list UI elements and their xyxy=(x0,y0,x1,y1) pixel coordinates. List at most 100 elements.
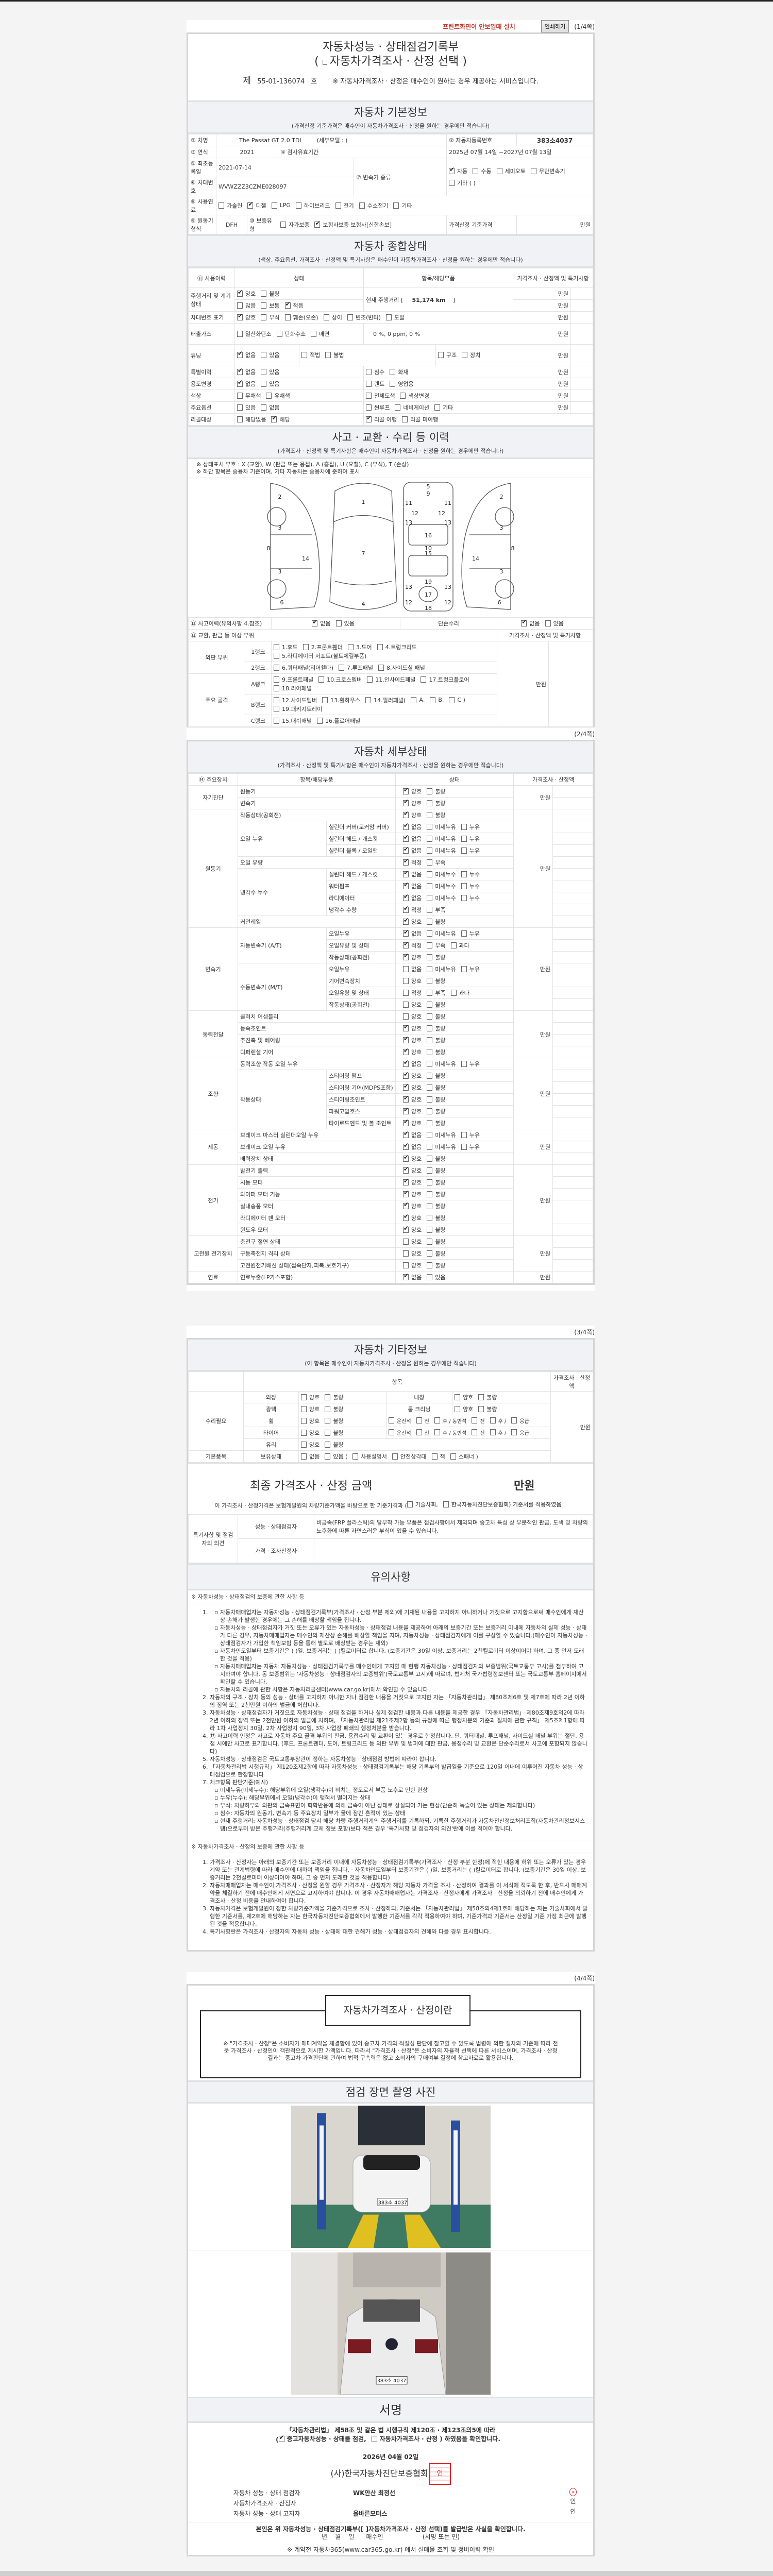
checkbox-checked[interactable] xyxy=(237,289,243,297)
checkbox-option[interactable]: 미세누유 xyxy=(427,846,456,855)
checkbox-unchecked[interactable] xyxy=(455,1394,460,1400)
checkbox-option[interactable]: 기타 xyxy=(434,403,453,412)
checkbox-unchecked[interactable] xyxy=(280,221,286,228)
checkbox-checked[interactable] xyxy=(403,928,409,937)
checkbox-option[interactable]: 미세누수 xyxy=(427,882,456,890)
checkbox-unchecked[interactable] xyxy=(274,664,279,671)
checkbox-unchecked[interactable] xyxy=(427,1120,433,1126)
checkbox-option[interactable]: 있음 xyxy=(261,380,280,388)
checkbox-unchecked[interactable] xyxy=(427,1013,433,1020)
checkbox-option[interactable]: 없음 xyxy=(403,893,422,902)
checkbox-checked[interactable] xyxy=(449,166,455,174)
checkbox-option[interactable]: 양호 xyxy=(403,1165,422,1175)
checkbox-option[interactable]: 가솔린 xyxy=(219,201,242,210)
checkbox-option[interactable]: 미세누유 xyxy=(427,823,456,831)
checkbox-option[interactable]: 불량 xyxy=(427,977,446,985)
checkbox-option[interactable]: 양호 xyxy=(301,1417,320,1425)
checkbox-unchecked[interactable] xyxy=(274,705,279,712)
checkbox-unchecked[interactable] xyxy=(427,1179,433,1185)
checkbox-option[interactable]: 없음 xyxy=(261,403,280,412)
checkbox-unchecked[interactable] xyxy=(427,1001,433,1008)
checkbox-option[interactable]: 전 xyxy=(416,1429,429,1436)
install-link[interactable]: 프린트화면이 안보일때 설치 xyxy=(442,23,515,30)
checkbox-unchecked[interactable] xyxy=(478,1394,484,1400)
checkbox-option[interactable]: 양호 xyxy=(455,1393,473,1401)
checkbox-option[interactable]: 자가보증 xyxy=(280,221,309,229)
checkbox-unchecked[interactable] xyxy=(427,788,433,794)
checkbox-checked[interactable] xyxy=(284,300,291,309)
checkbox-checked[interactable] xyxy=(247,200,253,209)
checkbox-unchecked[interactable] xyxy=(427,965,433,972)
checkbox-unchecked[interactable] xyxy=(266,392,272,399)
checkbox-checked[interactable] xyxy=(403,893,409,901)
checkbox-option[interactable]: 불량 xyxy=(325,1405,344,1413)
checkbox-option[interactable]: 훼손(오손) xyxy=(284,313,318,321)
checkbox-option[interactable]: 불량 xyxy=(325,1429,344,1437)
checkbox-option[interactable]: 부족 xyxy=(427,858,446,867)
checkbox-option[interactable]: 12.사이드멤버 xyxy=(274,696,317,704)
checkbox-unchecked[interactable] xyxy=(455,1405,460,1412)
checkbox-unchecked[interactable] xyxy=(427,811,433,818)
checkbox-option[interactable]: 불량 xyxy=(427,799,446,807)
checkbox-unchecked[interactable] xyxy=(395,404,401,411)
checkbox-option[interactable]: 불법 xyxy=(325,351,344,359)
checkbox-option[interactable]: 양호 xyxy=(403,1189,422,1198)
checkbox-option[interactable]: 적정 xyxy=(403,940,422,950)
checkbox-unchecked[interactable] xyxy=(237,302,243,309)
checkbox-checked[interactable] xyxy=(403,952,409,960)
checkbox-option[interactable]: 양호 xyxy=(403,810,422,819)
checkbox-unchecked[interactable] xyxy=(416,1417,422,1424)
checkbox-unchecked[interactable] xyxy=(301,1394,307,1400)
checkbox-unchecked[interactable] xyxy=(427,1096,433,1103)
checkbox-option[interactable]: 2.프론트휀더 xyxy=(303,643,343,651)
checkbox-unchecked[interactable] xyxy=(438,352,444,358)
checkbox-option[interactable]: 없음 xyxy=(403,928,422,938)
checkbox-option[interactable]: 전 xyxy=(472,1417,485,1425)
checkbox-option[interactable]: 없음 xyxy=(403,1272,422,1281)
checkbox-unchecked[interactable] xyxy=(261,302,267,309)
checkbox-option[interactable]: 없음 xyxy=(403,1142,422,1151)
checkbox-unchecked[interactable] xyxy=(427,1250,433,1257)
checkbox-checked[interactable] xyxy=(403,1094,409,1103)
checkbox-option[interactable]: A, xyxy=(411,697,425,703)
checkbox-unchecked[interactable] xyxy=(416,1429,422,1436)
checkbox-option[interactable]: 없음 xyxy=(237,350,256,359)
checkbox-checked[interactable] xyxy=(403,798,409,806)
checkbox-option[interactable]: 후 / 동반석 xyxy=(434,1417,466,1425)
checkbox-option[interactable]: 양호 xyxy=(403,1106,422,1115)
checkbox-option[interactable]: 14.필러패널( xyxy=(365,696,406,704)
checkbox-checked[interactable] xyxy=(403,845,409,854)
checkbox-unchecked[interactable] xyxy=(325,1453,331,1460)
checkbox-option[interactable]: 미세누유 xyxy=(427,835,456,843)
checkbox-unchecked[interactable] xyxy=(271,202,277,209)
checkbox-unchecked[interactable] xyxy=(378,664,384,671)
checkbox-checked[interactable] xyxy=(237,312,243,320)
checkbox-unchecked[interactable] xyxy=(335,202,341,209)
appraisal-select-checkbox[interactable] xyxy=(322,60,327,65)
checkbox-option[interactable]: 영업용 xyxy=(390,380,414,388)
checkbox-unchecked[interactable] xyxy=(325,1429,331,1436)
checkbox-unchecked[interactable] xyxy=(450,989,457,996)
checkbox-option[interactable]: 4.트렁크리드 xyxy=(377,643,417,651)
checkbox-unchecked[interactable] xyxy=(427,1202,433,1209)
checkbox-unchecked[interactable] xyxy=(461,835,467,842)
checkbox-option[interactable]: 양호 xyxy=(403,1082,422,1092)
checkbox-option[interactable]: 있음 xyxy=(237,403,256,412)
checkbox-unchecked[interactable] xyxy=(427,942,433,948)
checkbox-option[interactable]: 부족 xyxy=(427,941,446,950)
checkbox-option[interactable]: 15.대쉬패널 xyxy=(274,717,312,725)
checkbox-unchecked[interactable] xyxy=(461,871,467,877)
checkbox-option[interactable]: 양호 xyxy=(403,1261,422,1269)
checkbox-option[interactable]: 리콜 이행 xyxy=(366,414,397,423)
checkbox-unchecked[interactable] xyxy=(443,1501,449,1507)
checkbox-option[interactable]: 누유 xyxy=(461,835,480,843)
checkbox-option[interactable]: LPG xyxy=(271,202,291,209)
checkbox-option[interactable]: 응급 xyxy=(511,1429,529,1436)
checkbox-option[interactable]: 색상변경 xyxy=(400,392,429,400)
checkbox-checked[interactable] xyxy=(403,1059,409,1067)
checkbox-unchecked[interactable] xyxy=(427,835,433,842)
checkbox-option[interactable]: 16.플로어패널 xyxy=(316,717,360,725)
checkbox-option[interactable]: 불량 xyxy=(478,1405,497,1413)
checkbox-option[interactable]: 잭 xyxy=(431,1452,445,1461)
checkbox-option[interactable]: 무채색 xyxy=(237,392,261,400)
